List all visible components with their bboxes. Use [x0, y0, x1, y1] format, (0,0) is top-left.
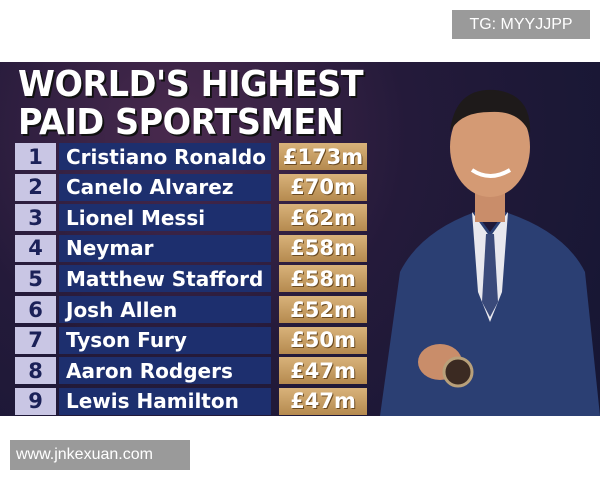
watermark: www.jnkexuan.com	[10, 440, 190, 470]
rank: 2	[15, 173, 56, 201]
ranking-row: 1 Cristiano Ronaldo £173m	[15, 143, 367, 170]
athlete-name: Neymar	[59, 234, 271, 262]
infographic: WORLD'S HIGHEST PAID SPORTSMEN 1 Cristiano …	[0, 62, 600, 416]
earnings: £70m	[279, 173, 367, 201]
ranking-row: 8 Aaron Rodgers £47m	[15, 357, 367, 385]
watch	[442, 356, 474, 388]
ranking-row: 3 Lionel Messi £62m	[15, 204, 367, 232]
athlete-name: Lewis Hamilton	[59, 387, 271, 415]
portrait	[380, 89, 600, 416]
rank: 9	[15, 387, 56, 415]
athlete-name: Aaron Rodgers	[59, 357, 271, 385]
athlete-name: Josh Allen	[59, 296, 271, 323]
ranking-row: 9 Lewis Hamilton £47m	[15, 387, 367, 415]
athlete-name: Canelo Alvarez	[59, 173, 271, 201]
rank: 5	[15, 265, 56, 293]
earnings: £173m	[279, 143, 367, 170]
earnings: £47m	[279, 387, 367, 415]
rank: 4	[15, 234, 56, 262]
hair	[450, 89, 531, 134]
rank: 8	[15, 357, 56, 385]
ranking-row: 6 Josh Allen £52m	[15, 296, 367, 323]
earnings: £50m	[279, 326, 367, 354]
smile	[470, 168, 512, 178]
athlete-name: Tyson Fury	[59, 326, 271, 354]
ranking-row: 7 Tyson Fury £50m	[15, 326, 367, 354]
earnings: £58m	[279, 234, 367, 262]
earnings: £47m	[279, 357, 367, 385]
ranking-row: 5 Matthew Stafford £58m	[15, 265, 367, 293]
rank: 1	[15, 143, 56, 170]
ranking-row: 4 Neymar £58m	[15, 234, 367, 262]
watermark: TG: MYYJJPP	[452, 10, 590, 39]
earnings: £62m	[279, 204, 367, 232]
rank: 6	[15, 296, 56, 323]
earnings: £52m	[279, 296, 367, 323]
title-line: PAID SPORTSMEN	[18, 102, 344, 143]
ranking-row: 2 Canelo Alvarez £70m	[15, 173, 367, 201]
athlete-name: Matthew Stafford	[59, 265, 271, 293]
rank: 7	[15, 326, 56, 354]
rank: 3	[15, 204, 56, 232]
earnings: £58m	[279, 265, 367, 293]
tie	[482, 234, 498, 317]
athlete-name: Cristiano Ronaldo	[59, 143, 271, 170]
athlete-name: Lionel Messi	[59, 204, 271, 232]
title-line: WORLD'S HIGHEST	[18, 64, 364, 105]
